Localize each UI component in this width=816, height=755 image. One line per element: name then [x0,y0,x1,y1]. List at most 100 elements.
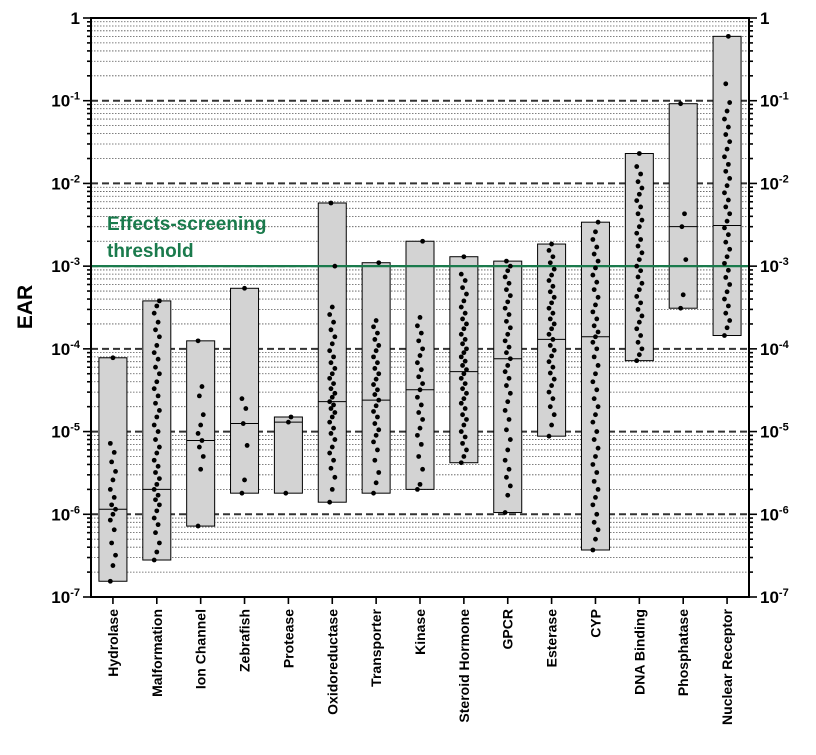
data-point [371,382,376,387]
data-point [551,376,557,382]
data-point [376,470,382,475]
data-point [550,396,556,402]
data-point [461,371,467,377]
data-point [154,549,160,555]
data-point [328,465,334,471]
data-point [506,312,512,317]
category-label: Kinase [412,609,428,655]
data-point [504,287,509,293]
data-point [417,353,423,358]
data-point [679,224,685,230]
data-point [725,161,731,167]
data-point [724,146,730,152]
data-point [546,389,552,395]
data-point [460,316,465,322]
data-point [638,268,644,274]
data-point [547,260,553,266]
data-point [505,299,511,305]
data-point [458,400,464,406]
data-point [551,347,557,353]
data-point [507,263,513,269]
data-point [636,352,642,358]
category-label: Oxidoreductase [324,609,340,715]
data-point [594,346,600,352]
data-point [549,241,554,247]
data-point [155,463,161,469]
data-point [595,258,601,264]
data-point [550,364,556,370]
data-point [154,481,160,487]
data-point [460,341,465,347]
data-point [638,171,644,177]
data-point [594,511,600,517]
data-point [328,386,334,392]
category-box [230,287,260,494]
data-point [155,393,161,399]
data-point [327,312,333,317]
data-point [462,278,468,283]
data-point [332,263,338,269]
y-tick-label-right: 10-1 [760,91,789,111]
data-point [635,179,641,185]
data-point [507,325,513,331]
data-point [329,444,335,450]
category-label: Phosphatase [675,609,691,696]
data-point [153,327,158,333]
data-point [332,410,338,415]
data-point [547,404,553,410]
data-point [634,326,640,332]
y-tick-label-left: 10-7 [51,587,80,607]
data-point [332,390,338,396]
data-point [372,392,378,397]
data-point [151,486,157,492]
data-point [200,454,206,459]
data-point [157,371,162,377]
data-point [462,337,468,342]
data-point [639,346,645,352]
data-point [636,151,642,156]
data-point [678,305,683,311]
data-point [332,334,338,340]
data-point [240,421,246,426]
data-point [199,384,205,389]
data-point [590,462,596,467]
data-point [372,457,378,463]
data-point [458,304,464,310]
data-point [506,417,512,422]
data-point [458,354,464,360]
y-tick-label-right: 10-7 [760,587,789,607]
data-point [725,33,731,39]
data-point [591,519,597,525]
data-point [331,354,336,360]
data-point [504,427,509,433]
data-point [196,393,202,399]
data-point [635,243,641,249]
data-point [376,371,382,377]
data-point [153,530,158,536]
category-label: Hydrolase [105,609,121,677]
data-point [198,422,204,428]
data-point [331,381,336,387]
data-point [464,390,469,396]
category-box [405,240,435,490]
data-point [594,470,600,475]
data-point [109,540,115,546]
data-point [420,381,425,387]
data-point [725,197,731,203]
data-point [724,108,730,114]
data-point [639,217,645,223]
data-point [504,383,509,388]
y-tick-label-right: 1 [760,9,769,28]
y-tick-label-right: 10-5 [760,422,789,442]
data-point [417,481,423,487]
data-point [634,263,640,269]
data-point [420,417,425,422]
data-point [464,417,469,422]
data-point [372,366,378,371]
data-point [639,185,645,191]
data-point [153,470,158,475]
data-point [373,318,379,323]
data-point [461,396,467,402]
data-point [415,323,420,329]
category-label: Zebrafish [237,609,253,672]
